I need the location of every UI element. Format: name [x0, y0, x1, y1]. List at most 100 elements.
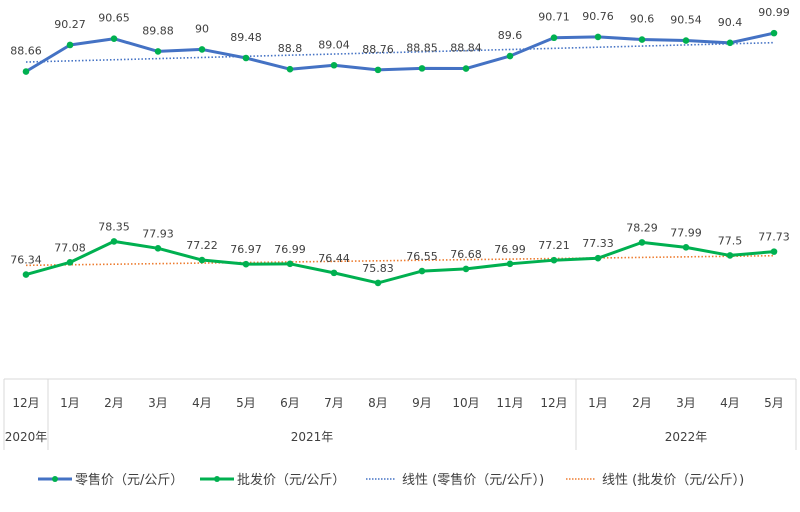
data-label: 76.68 [450, 248, 482, 261]
data-point [286, 260, 294, 268]
legend-label: 批发价（元/公斤） [237, 472, 345, 488]
data-point [330, 269, 338, 277]
x-tick-label: 9月 [412, 396, 432, 410]
data-label: 77.99 [670, 226, 702, 239]
data-label: 89.04 [318, 38, 350, 51]
data-point [198, 46, 206, 53]
data-label: 90.71 [538, 11, 570, 24]
data-point [198, 256, 206, 264]
data-label: 76.99 [274, 243, 306, 256]
legend-label: 线性 (零售价（元/公斤）) [402, 472, 544, 488]
data-label: 77.21 [538, 239, 570, 252]
data-label: 76.44 [318, 252, 350, 265]
data-point [374, 279, 382, 287]
legend-marker [52, 476, 58, 482]
data-point [726, 39, 734, 47]
x-tick-label: 1月 [588, 396, 608, 410]
year-label: 2021年 [291, 430, 334, 444]
data-label: 88.66 [10, 45, 42, 58]
data-point [66, 259, 74, 266]
data-label: 76.97 [230, 243, 262, 256]
x-tick-label: 3月 [148, 396, 168, 410]
x-tick-label: 5月 [764, 396, 784, 410]
data-point [462, 265, 470, 273]
data-label: 90.99 [758, 6, 790, 19]
data-label: 89.6 [498, 29, 523, 42]
trendline-1 [25, 254, 775, 267]
data-label: 77.93 [142, 227, 174, 240]
data-point [110, 238, 118, 245]
x-tick-label: 12月 [540, 396, 567, 410]
data-point [286, 65, 294, 73]
data-label: 90.54 [670, 14, 702, 27]
data-label: 78.29 [626, 221, 658, 234]
data-label: 77.5 [718, 234, 743, 247]
x-tick-label: 12月 [12, 396, 39, 410]
x-tick-label: 2月 [632, 396, 652, 410]
data-label: 90.4 [718, 16, 743, 29]
data-point [418, 267, 426, 275]
x-tick-label: 1月 [60, 396, 80, 410]
data-label: 90.27 [54, 18, 86, 31]
x-tick-label: 7月 [324, 396, 344, 410]
data-point [242, 54, 250, 62]
data-point [506, 260, 514, 268]
data-label: 90.76 [582, 10, 614, 23]
data-label: 76.55 [406, 250, 438, 263]
data-point [682, 37, 690, 44]
data-label: 90.65 [98, 12, 130, 25]
legend-item: 零售价（元/公斤） [38, 472, 183, 488]
data-label: 77.73 [758, 231, 790, 244]
data-point [374, 66, 382, 74]
data-label: 89.88 [142, 24, 174, 37]
series-line-0 [25, 31, 775, 73]
data-label: 77.08 [54, 241, 86, 254]
year-label: 2020年 [5, 430, 48, 444]
series-line-1 [25, 239, 775, 285]
data-point [726, 252, 734, 259]
data-point [154, 48, 162, 55]
data-label: 89.48 [230, 31, 262, 44]
data-point [682, 244, 690, 251]
data-label: 88.84 [450, 42, 482, 55]
data-point [550, 34, 558, 42]
data-point [418, 65, 426, 72]
data-point [594, 254, 602, 262]
legend-item: 线性 (批发价（元/公斤）) [566, 472, 744, 488]
data-point [66, 41, 74, 49]
data-point [638, 239, 646, 246]
data-label: 77.33 [582, 237, 614, 250]
data-point [110, 35, 118, 43]
data-label: 76.34 [10, 254, 42, 267]
x-tick-label: 4月 [720, 396, 740, 410]
trendline-0 [25, 41, 775, 63]
data-point [550, 256, 558, 264]
year-label: 2022年 [665, 430, 708, 444]
data-point [638, 36, 646, 43]
x-tick-label: 11月 [496, 396, 523, 410]
data-point [330, 61, 338, 69]
x-tick-label: 4月 [192, 396, 212, 410]
data-point [22, 68, 30, 75]
data-label: 90 [195, 22, 209, 35]
legend-marker [214, 476, 220, 482]
data-point [506, 52, 514, 60]
data-point [770, 248, 778, 255]
data-label: 88.8 [278, 42, 303, 55]
data-label: 78.35 [98, 220, 130, 233]
data-label: 88.85 [406, 41, 438, 54]
data-point [594, 33, 602, 41]
data-point [154, 245, 162, 252]
data-point [22, 271, 30, 278]
data-point [770, 29, 778, 37]
data-point [462, 65, 470, 72]
data-label: 88.76 [362, 43, 394, 56]
x-tick-label: 10月 [452, 396, 479, 410]
x-tick-label: 3月 [676, 396, 696, 410]
legend-label: 零售价（元/公斤） [75, 472, 183, 488]
x-tick-label: 2月 [104, 396, 124, 410]
data-point [242, 260, 250, 268]
data-label: 75.83 [362, 262, 394, 275]
legend-item: 线性 (零售价（元/公斤）) [366, 472, 544, 488]
